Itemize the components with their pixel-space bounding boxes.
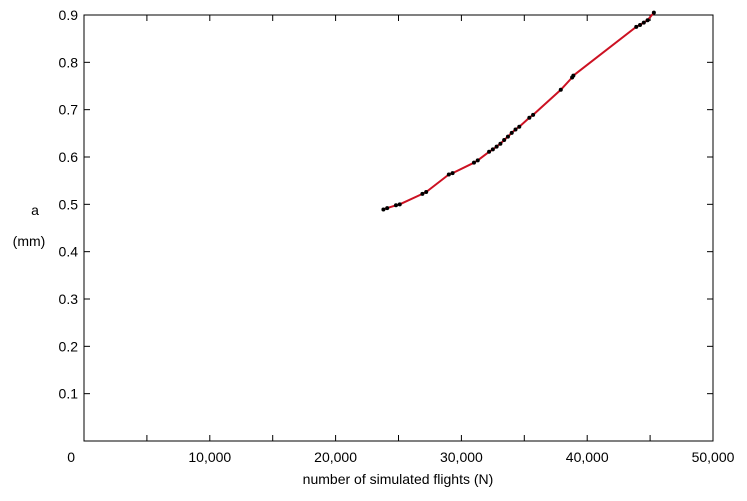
x-tick-label: 30,000 [440,449,483,465]
data-point [487,149,492,154]
data-point [641,20,646,25]
data-point [527,115,532,120]
y-tick-label: 0.2 [59,338,79,354]
data-point [509,130,514,135]
x-axis-label: number of simulated flights (N) [303,471,494,487]
data-point [531,112,536,117]
x-axis-ticks [83,15,714,441]
data-point [450,171,455,176]
y-tick-label: 0.8 [59,54,79,70]
data-point [393,203,398,208]
data-point [397,202,402,207]
data-point [381,207,386,212]
data-point [385,206,390,211]
y-tick-label: 0.7 [59,102,79,118]
y-axis-label-line-2: (mm) [13,233,46,249]
y-tick-label: 0.6 [59,149,79,165]
x-tick-label: 50,000 [692,449,735,465]
y-axis-tick-labels: 0.1 0.2 0.3 0.4 0.5 0.6 0.7 0.8 0.9 [59,7,79,402]
x-tick-label: 10,000 [188,449,231,465]
y-axis-ticks [84,14,713,395]
data-point [513,127,518,132]
x-axis-tick-labels: 0 10,000 20,000 30,000 40,000 50,000 [67,449,734,465]
series-line [383,11,655,211]
data-point [505,134,510,139]
data-point [645,18,650,23]
data-point [475,158,480,163]
x-tick-label: 40,000 [566,449,609,465]
y-axis-label-line-1: a [31,202,39,218]
data-point [558,87,563,92]
y-tick-label: 0.5 [59,196,79,212]
data-point [517,124,522,129]
plot-frame [83,14,714,442]
y-tick-label: 0.1 [59,386,79,402]
series-layer [381,10,656,212]
data-point [498,141,503,146]
data-point [424,190,429,195]
data-point [502,137,507,142]
data-point [651,10,656,15]
data-point [446,172,451,177]
y-tick-label: 0.9 [59,7,79,23]
x-tick-label: 0 [67,449,75,465]
y-tick-label: 0.4 [59,244,79,260]
data-point [571,73,576,78]
data-point [471,160,476,165]
data-point [638,22,643,27]
data-point [634,24,639,29]
data-point [494,144,499,149]
x-tick-label: 20,000 [314,449,357,465]
data-point [420,191,425,196]
y-tick-label: 0.3 [59,291,79,307]
data-point [490,147,495,152]
